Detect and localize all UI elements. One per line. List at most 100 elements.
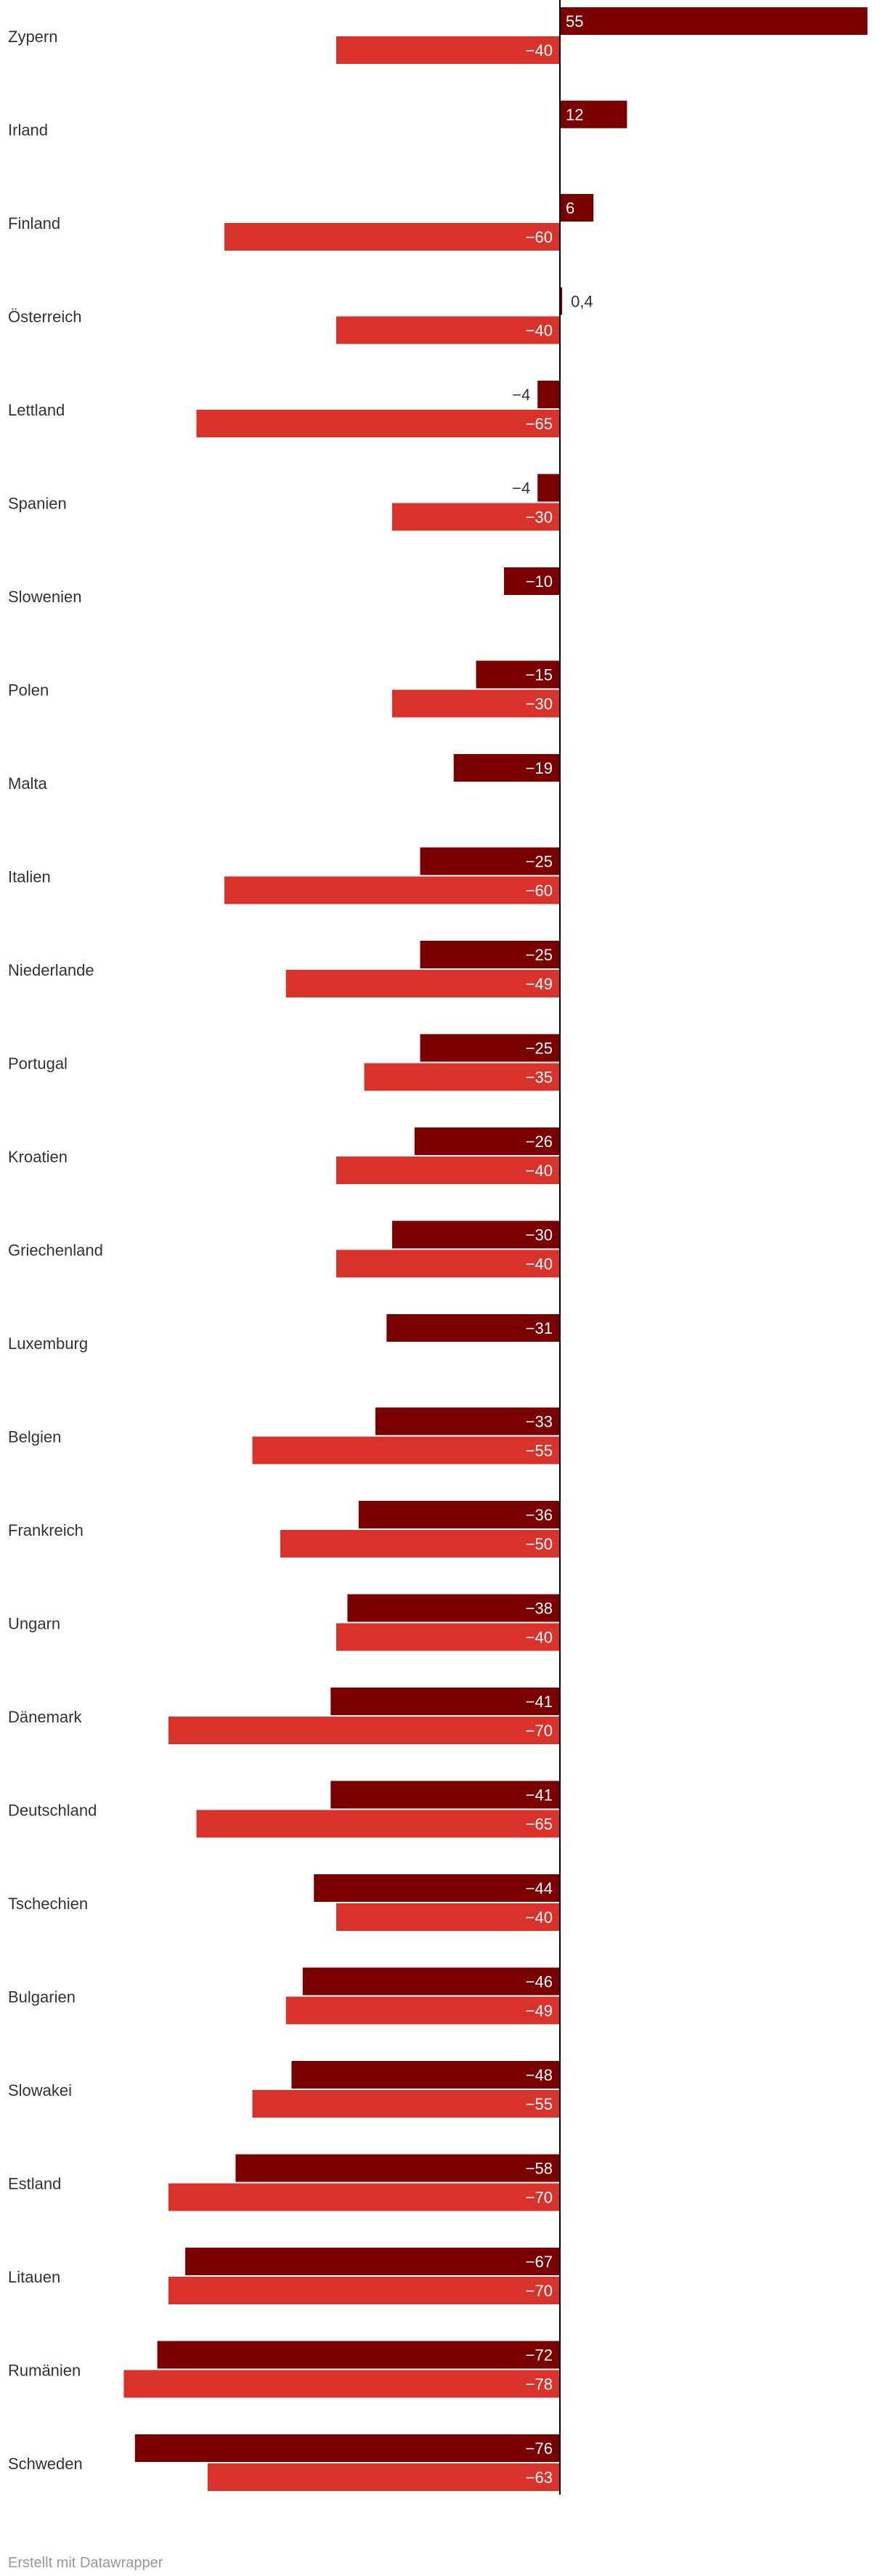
- category-label: Slowenien: [8, 588, 82, 606]
- value-label-series-1: 0,4: [571, 293, 593, 311]
- category-label: Griechenland: [8, 1242, 103, 1260]
- value-label-series-1: 55: [566, 12, 583, 31]
- value-label-series-1: −41: [526, 1693, 553, 1711]
- value-label-series-2: −65: [526, 415, 553, 433]
- value-label-series-1: 6: [566, 199, 574, 217]
- bars-layer: [123, 7, 868, 2491]
- value-label-series-2: −70: [526, 1722, 553, 1740]
- value-label-series-2: −49: [526, 975, 553, 993]
- category-label: Tschechien: [8, 1895, 88, 1913]
- bar-series-2: [207, 2463, 560, 2491]
- value-label-series-1: −10: [526, 572, 553, 591]
- category-label: Dänemark: [8, 1708, 82, 1726]
- value-label-series-2: −40: [526, 322, 553, 340]
- value-label-series-2: −78: [526, 2375, 553, 2394]
- value-label-series-2: −60: [526, 228, 553, 246]
- value-label-series-2: −40: [526, 1629, 553, 1647]
- bar-series-2: [285, 970, 560, 997]
- bar-series-1: [386, 1314, 560, 1342]
- bar-series-2: [392, 503, 560, 531]
- value-label-series-1: −76: [526, 2439, 553, 2458]
- value-label-series-2: −70: [526, 2282, 553, 2300]
- value-label-series-1: 12: [566, 106, 583, 124]
- value-label-series-2: −35: [526, 1069, 553, 1087]
- category-label: Deutschland: [8, 1802, 97, 1820]
- value-label-series-2: −30: [526, 509, 553, 527]
- bar-series-1: [414, 1127, 560, 1155]
- value-label-series-1: −15: [526, 666, 553, 684]
- bar-series-2: [168, 2183, 560, 2211]
- category-label: Portugal: [8, 1055, 68, 1073]
- value-label-series-1: −25: [526, 1040, 553, 1058]
- bar-series-2: [252, 2090, 560, 2118]
- bar-series-1: [314, 1874, 560, 1902]
- category-label: Estland: [8, 2175, 61, 2193]
- bar-series-2: [336, 1623, 560, 1651]
- bar-series-2: [196, 1810, 560, 1838]
- category-label: Bulgarien: [8, 1988, 76, 2006]
- bar-series-1: [347, 1594, 560, 1622]
- bar-series-1: [185, 2248, 561, 2275]
- bar-series-1: [420, 847, 560, 875]
- value-label-series-1: −31: [526, 1319, 553, 1337]
- value-label-series-1: −4: [512, 479, 530, 498]
- value-label-series-2: −40: [526, 41, 553, 60]
- bar-series-2: [336, 1249, 560, 1278]
- bar-series-1: [392, 1220, 560, 1249]
- bar-series-1: [560, 100, 627, 129]
- value-label-series-1: −67: [526, 2253, 553, 2271]
- bar-series-1: [157, 2341, 561, 2369]
- bar-series-2: [285, 1996, 560, 2025]
- value-label-series-1: −25: [526, 853, 553, 871]
- value-label-series-1: −36: [526, 1506, 553, 1524]
- category-label: Belgien: [8, 1428, 61, 1446]
- bar-series-2: [168, 2277, 560, 2304]
- category-label: Malta: [8, 774, 48, 793]
- value-label-series-1: −46: [526, 1973, 553, 1991]
- value-label-series-1: −41: [526, 1786, 553, 1805]
- bar-series-1: [291, 2061, 560, 2089]
- bar-series-1: [560, 194, 594, 222]
- bar-series-1: [453, 754, 560, 782]
- bar-series-2: [123, 2370, 560, 2398]
- value-label-series-2: −63: [526, 2468, 553, 2487]
- bar-series-1: [235, 2154, 560, 2182]
- value-label-series-1: −72: [526, 2346, 553, 2365]
- category-label: Rumänien: [8, 2362, 81, 2380]
- bar-series-2: [364, 1063, 560, 1091]
- bar-series-1: [330, 1688, 560, 1715]
- value-label-series-2: −49: [526, 2002, 553, 2020]
- value-label-series-1: −58: [526, 2160, 553, 2178]
- value-label-series-2: −50: [526, 1535, 553, 1553]
- value-label-series-2: −70: [526, 2189, 553, 2207]
- bar-series-1: [358, 1501, 560, 1528]
- category-label: Ungarn: [8, 1615, 60, 1633]
- category-label: Italien: [8, 868, 51, 886]
- value-label-series-1: −48: [526, 2066, 553, 2084]
- value-label-series-2: −65: [526, 1815, 553, 1834]
- category-label: Lettland: [8, 401, 65, 419]
- bar-series-2: [196, 410, 560, 437]
- footer-credit[interactable]: Erstellt mit Datawrapper: [8, 2555, 163, 2571]
- bar-series-1: [375, 1407, 560, 1435]
- bar-series-2: [224, 876, 560, 904]
- value-label-series-2: −55: [526, 2095, 553, 2113]
- bar-series-2: [392, 689, 560, 718]
- bar-series-2: [252, 1436, 560, 1465]
- category-label: Österreich: [8, 308, 81, 326]
- bar-series-2: [336, 1157, 560, 1184]
- category-label: Finland: [8, 214, 60, 232]
- bar-series-1: [537, 381, 560, 408]
- value-label-series-1: −25: [526, 946, 553, 964]
- bar-series-1: [476, 660, 560, 689]
- bar-series-2: [336, 1903, 560, 1931]
- category-label: Luxemburg: [8, 1334, 88, 1353]
- bar-series-2: [280, 1530, 560, 1558]
- value-label-series-1: −44: [526, 1879, 553, 1897]
- bar-series-1: [560, 7, 868, 35]
- value-label-series-1: −38: [526, 1600, 553, 1618]
- bar-series-1: [560, 287, 563, 315]
- value-label-series-2: −55: [526, 1442, 553, 1460]
- category-label: Schweden: [8, 2455, 83, 2473]
